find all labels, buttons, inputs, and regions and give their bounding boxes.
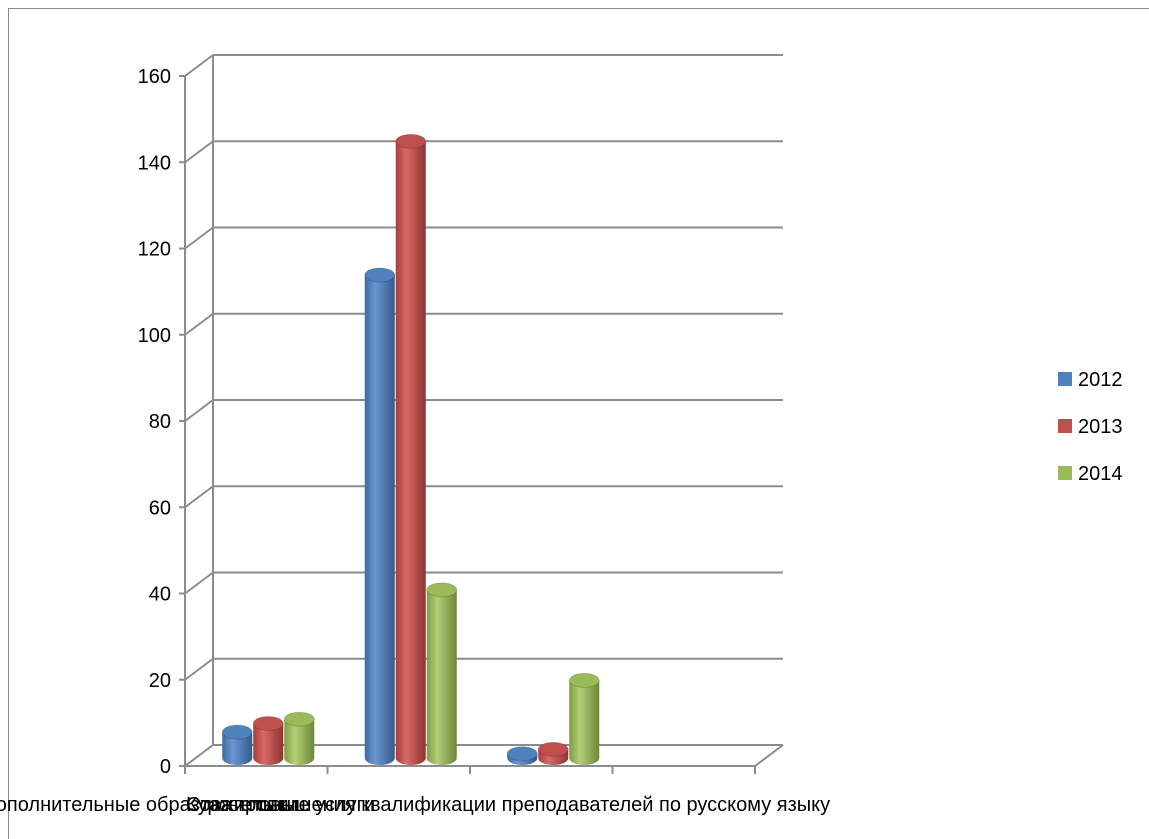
y-tick-label: 160	[138, 66, 171, 88]
bars	[221, 133, 600, 766]
bar-body	[426, 589, 457, 766]
grid-diagonal	[184, 54, 214, 77]
y-tick-label: 40	[149, 584, 171, 606]
legend-swatch-2013	[1058, 419, 1072, 433]
y-tick-label: 0	[160, 756, 171, 778]
bar-top	[568, 672, 600, 688]
category-labels: Дополнительные образовательные услугиСта…	[0, 794, 830, 816]
legend-label-2014: 2014	[1078, 463, 1123, 485]
bar-top	[395, 133, 427, 149]
grid-diagonal	[184, 226, 214, 250]
bar-2013-3	[537, 741, 569, 766]
y-tick-label: 20	[149, 670, 171, 692]
bar-body	[253, 723, 284, 766]
grid-diagonal	[184, 485, 214, 509]
grid-diagonal	[184, 140, 214, 164]
grid-lines	[184, 54, 783, 767]
bar-top	[506, 746, 538, 762]
bar-2012-1	[221, 724, 253, 766]
legend-swatch-2014	[1058, 466, 1072, 480]
y-tick-labels: 0 20 40 60 80 100 120 140 160	[138, 66, 171, 778]
bar-top	[252, 716, 284, 731]
chart-frame	[8, 8, 1149, 839]
legend-label-2013: 2013	[1078, 416, 1123, 438]
category-label-1: Дополнительные образовательные услуги	[0, 794, 375, 816]
category-label-2: Стажировки	[186, 794, 298, 816]
bar-body	[222, 732, 253, 766]
bar-body	[395, 141, 426, 766]
bar-2013-2	[395, 133, 427, 766]
bar-top	[426, 582, 458, 598]
grid-diagonal	[184, 312, 214, 336]
bar-2014-2	[426, 582, 458, 766]
y-tick-label: 60	[149, 497, 171, 519]
y-tick-label: 100	[138, 325, 171, 347]
axes	[179, 55, 784, 774]
category-label-3: Курсы повышения квалификации преподавате…	[186, 794, 830, 816]
bar-2014-1	[283, 711, 315, 766]
bar-2012-2	[364, 267, 396, 766]
bar-top	[537, 741, 569, 757]
y-tick-label: 120	[138, 239, 171, 261]
legend-swatch-2012	[1058, 372, 1072, 386]
bar-2014-3	[568, 672, 600, 766]
y-tick-label: 140	[138, 152, 171, 174]
grid-diagonal	[184, 657, 214, 681]
bar-top	[364, 267, 396, 283]
floor-edge	[754, 744, 784, 767]
grid-diagonal	[184, 399, 214, 422]
bar-2013-1	[252, 716, 284, 766]
bar-body	[284, 719, 315, 766]
bar-top	[283, 711, 315, 727]
bar-body	[569, 680, 600, 766]
legend: 2012 2013 2014	[1058, 369, 1123, 485]
grid-diagonal	[184, 744, 214, 767]
bar-top	[221, 724, 253, 740]
grid-diagonal	[184, 571, 214, 595]
legend-label-2012: 2012	[1078, 369, 1123, 391]
bar-body	[364, 275, 395, 766]
bar-2012-3	[506, 746, 538, 766]
y-tick-label: 80	[149, 411, 171, 433]
